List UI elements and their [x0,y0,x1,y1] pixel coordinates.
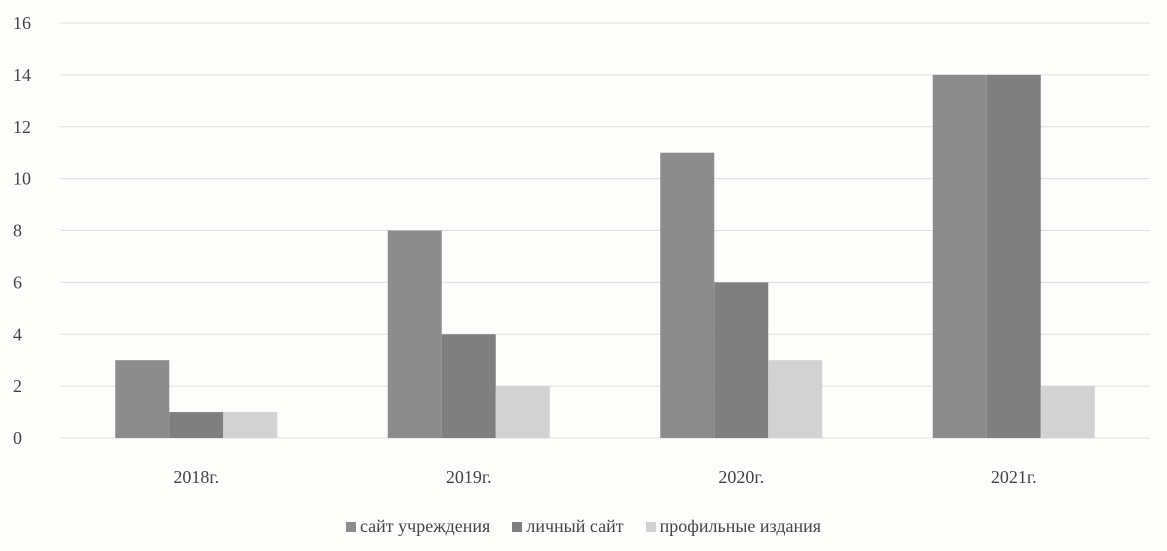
legend-swatch-series-0 [345,521,356,532]
bar-2-1 [714,282,769,438]
legend-item-series-0: сайт учреждения [345,516,491,537]
x-tick-label-2: 2020г. [718,467,764,487]
legend-label-series-2: профильные издания [659,516,822,536]
legend-swatch-series-2 [645,521,656,532]
y-tick-label-0: 0 [13,428,22,448]
bar-3-2 [1040,386,1095,438]
legend: сайт учреждения личный сайт профильные и… [0,516,1167,537]
bar-chart: 0 2 4 6 8 10 12 14 16 2018г. 2019г. 2020г. 2021г. [13,13,1150,487]
y-tick-label-1: 2 [13,376,22,396]
bar-1-2 [495,386,550,438]
legend-label-series-0: сайт учреждения [359,516,491,536]
y-tick-label-4: 8 [13,221,22,241]
legend-swatch-series-1 [512,521,523,532]
y-tick-label-6: 12 [13,117,31,137]
y-tick-label-2: 4 [13,324,22,344]
bar-0-2 [223,412,278,438]
bar-3-1 [986,74,1041,438]
bar-3-0 [932,74,987,438]
bar-1-1 [441,334,496,438]
bar-2-0 [660,152,715,438]
y-tick-label-7: 14 [13,65,31,85]
y-tick-label-3: 6 [13,272,22,292]
legend-item-series-2: профильные издания [645,516,822,537]
bar-2-2 [768,360,823,438]
bar-0-0 [115,360,170,438]
legend-label-series-1: личный сайт [526,516,624,536]
x-tick-label-3: 2021г. [991,467,1037,487]
bar-1-0 [387,230,442,438]
x-tick-label-0: 2018г. [173,467,219,487]
legend-item-series-1: личный сайт [512,516,624,537]
bar-0-1 [169,412,224,438]
y-tick-label-5: 10 [13,169,31,189]
y-tick-label-8: 16 [13,13,31,33]
x-tick-label-1: 2019г. [446,467,492,487]
